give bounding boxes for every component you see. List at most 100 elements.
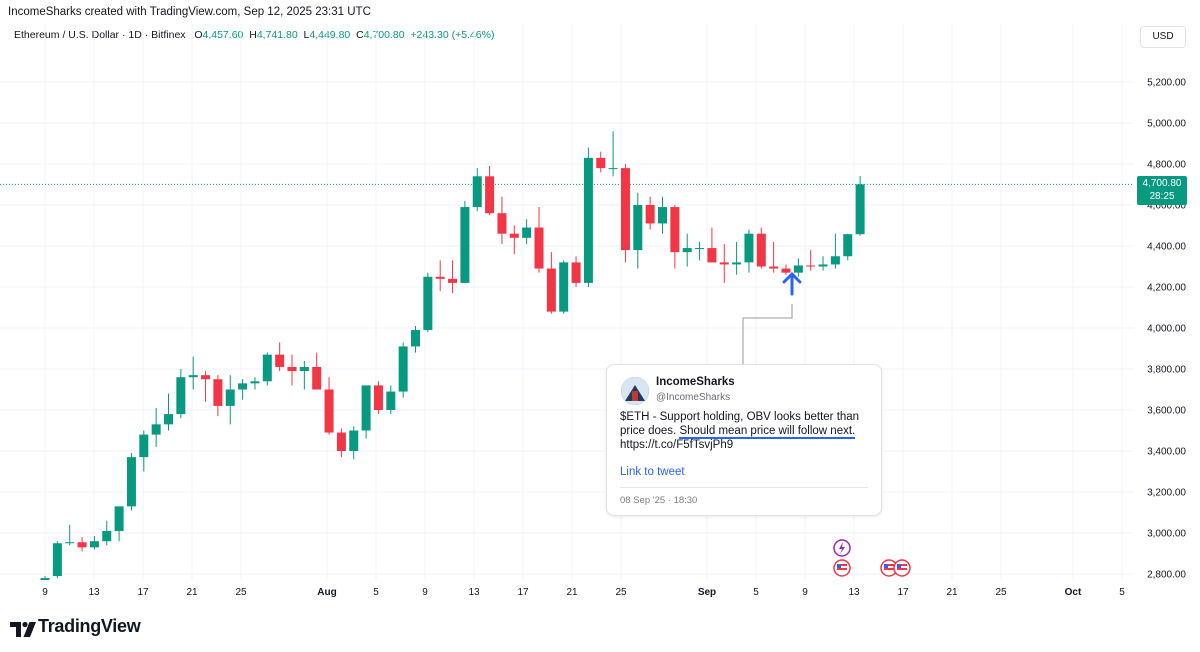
candle[interactable] <box>806 250 816 271</box>
candle[interactable] <box>448 260 458 294</box>
us-flag-event-icon[interactable] <box>880 559 898 577</box>
candle[interactable] <box>620 164 630 263</box>
candle[interactable] <box>164 393 173 431</box>
candle[interactable] <box>287 354 297 386</box>
candle-body <box>40 578 50 580</box>
candle[interactable] <box>77 537 87 552</box>
candlestick-chart[interactable] <box>0 24 1134 580</box>
candle[interactable] <box>546 252 556 314</box>
candle[interactable] <box>126 453 136 511</box>
candle[interactable] <box>472 168 482 212</box>
y-tick-label: 3,600.00 <box>1147 406 1186 417</box>
candle[interactable] <box>361 385 371 439</box>
candle-body <box>349 430 359 451</box>
candle-body <box>188 375 198 378</box>
candle-body <box>596 157 606 169</box>
candle[interactable] <box>571 256 581 287</box>
candle[interactable] <box>373 381 383 415</box>
candle[interactable] <box>670 205 680 269</box>
candle[interactable] <box>843 233 853 261</box>
up-arrow-icon <box>782 272 802 296</box>
candle[interactable] <box>633 192 643 269</box>
candle[interactable] <box>201 371 211 402</box>
candle[interactable] <box>781 264 791 275</box>
candle[interactable] <box>139 430 149 472</box>
candle[interactable] <box>151 407 161 447</box>
link-to-tweet[interactable]: Link to tweet <box>620 466 685 478</box>
candle-body <box>336 432 346 451</box>
candle[interactable] <box>312 352 322 390</box>
candle[interactable] <box>114 506 124 542</box>
candle[interactable] <box>658 196 667 234</box>
candle[interactable] <box>423 272 433 333</box>
candle[interactable] <box>583 147 593 287</box>
candle[interactable] <box>522 219 532 244</box>
candle[interactable] <box>719 243 729 283</box>
candle[interactable] <box>497 196 507 244</box>
candle[interactable] <box>707 227 717 263</box>
candle[interactable] <box>299 360 309 390</box>
high-label: H <box>249 29 257 41</box>
tradingview-logo-icon[interactable] <box>10 618 36 640</box>
x-tick-label: 9 <box>42 587 48 598</box>
candle-body <box>485 176 495 214</box>
candle[interactable] <box>411 325 420 353</box>
x-tick-label: 5 <box>373 587 379 598</box>
candle-body <box>102 530 112 542</box>
candle[interactable] <box>818 256 828 271</box>
x-tick-label: 17 <box>137 587 149 598</box>
candle[interactable] <box>534 207 544 273</box>
candle[interactable] <box>275 342 285 372</box>
candle[interactable] <box>485 166 495 216</box>
candle[interactable] <box>213 375 223 417</box>
candle-body <box>139 434 149 458</box>
candle[interactable] <box>435 260 445 292</box>
tweet-date: 08 Sep '25 · 18:30 <box>620 495 698 506</box>
candle[interactable] <box>102 520 112 546</box>
candle[interactable] <box>262 352 272 386</box>
tweet-card[interactable]: IncomeSharks @IncomeSharks $ETH - Suppor… <box>606 364 882 516</box>
candle[interactable] <box>756 227 766 269</box>
candle[interactable] <box>645 196 655 230</box>
tweet-url[interactable]: https://t.co/F5fTsvjPh9 <box>620 439 734 451</box>
bar-countdown: 28:25 <box>1149 191 1175 202</box>
candle[interactable] <box>559 260 569 314</box>
y-tick-label: 2,800.00 <box>1147 570 1186 581</box>
candle[interactable] <box>608 131 618 177</box>
candle[interactable] <box>732 241 742 275</box>
high-value: 4,741.80 <box>256 29 298 41</box>
flash-event-icon[interactable] <box>833 539 851 557</box>
candle[interactable] <box>793 258 803 277</box>
candle[interactable] <box>509 225 519 255</box>
candle[interactable] <box>855 175 865 236</box>
candle[interactable] <box>349 426 359 460</box>
candle[interactable] <box>225 375 235 425</box>
candle[interactable] <box>744 229 754 273</box>
candle[interactable] <box>40 576 50 580</box>
candle[interactable] <box>89 536 99 550</box>
us-flag-event-icon[interactable] <box>893 559 911 577</box>
currency-button[interactable]: USD <box>1140 26 1186 48</box>
candle[interactable] <box>336 428 346 458</box>
candle[interactable] <box>324 377 334 435</box>
candle[interactable] <box>596 151 606 173</box>
candle-body <box>522 227 532 238</box>
candle[interactable] <box>398 342 408 398</box>
candle-body <box>670 207 680 253</box>
candle[interactable] <box>830 233 840 269</box>
candle[interactable] <box>52 541 62 579</box>
candle[interactable] <box>695 241 705 261</box>
candle[interactable] <box>238 379 248 400</box>
candle-body <box>287 366 297 372</box>
us-flag-event-icon[interactable] <box>833 559 851 577</box>
candle[interactable] <box>176 369 186 419</box>
candle[interactable] <box>386 385 396 415</box>
candle[interactable] <box>250 377 260 390</box>
candle[interactable] <box>682 233 692 267</box>
candle[interactable] <box>188 356 198 390</box>
candle-body <box>571 262 581 283</box>
candle[interactable] <box>460 200 470 283</box>
candle[interactable] <box>769 241 779 273</box>
candle[interactable] <box>65 524 75 546</box>
candle-body <box>151 424 161 435</box>
